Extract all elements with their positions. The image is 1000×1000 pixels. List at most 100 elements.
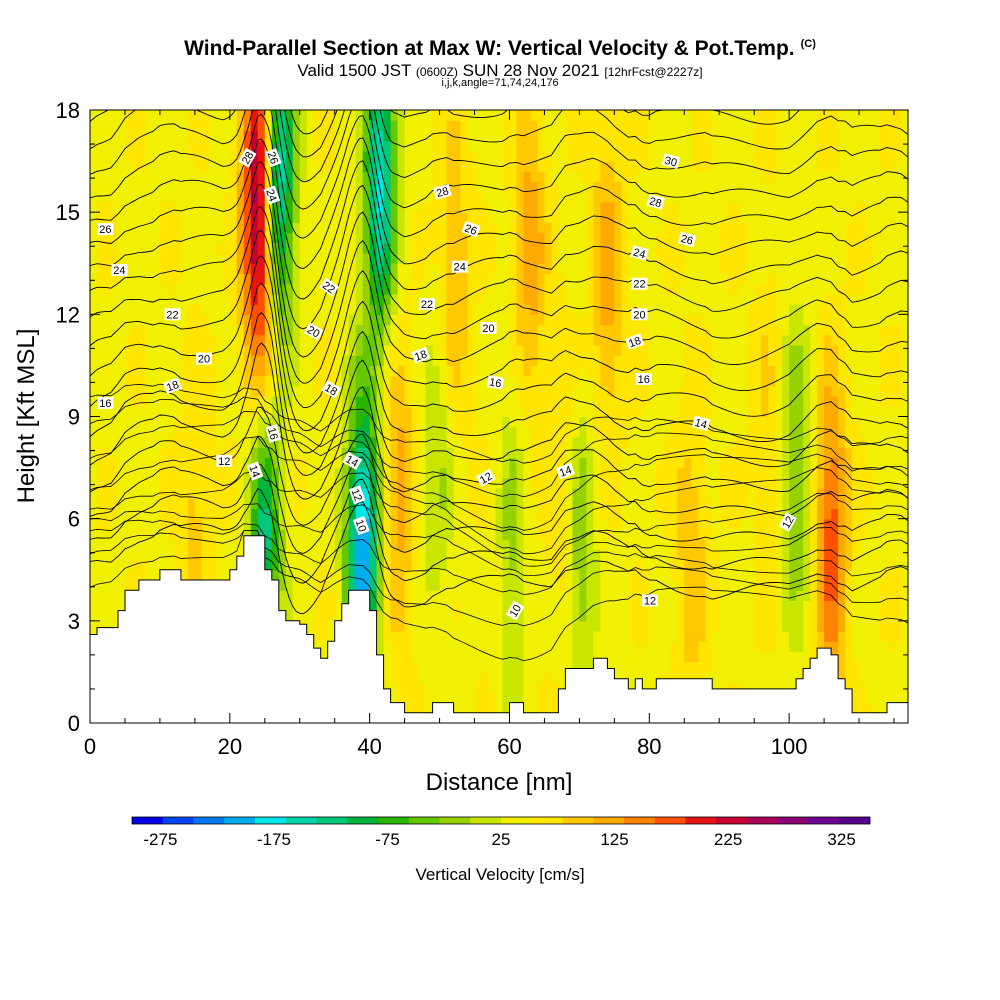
velocity-cell <box>642 518 650 530</box>
velocity-cell <box>306 222 315 234</box>
velocity-cell <box>614 631 622 642</box>
velocity-cell <box>110 253 119 264</box>
velocity-cell <box>600 508 608 520</box>
velocity-cell <box>131 579 140 591</box>
velocity-cell <box>411 518 420 530</box>
velocity-cell <box>390 171 399 183</box>
velocity-cell <box>495 467 504 479</box>
velocity-cell <box>404 692 413 704</box>
velocity-cell <box>145 212 154 223</box>
velocity-cell <box>565 242 574 254</box>
velocity-cell <box>586 191 594 203</box>
velocity-cell <box>551 590 560 601</box>
velocity-cell <box>418 631 427 642</box>
velocity-cell <box>201 171 210 183</box>
velocity-cell <box>103 436 112 448</box>
velocity-cell <box>404 406 413 418</box>
velocity-cell <box>467 498 476 510</box>
velocity-cell <box>432 110 441 121</box>
velocity-cell <box>110 161 119 172</box>
velocity-cell <box>488 406 497 418</box>
velocity-cell <box>96 610 105 622</box>
velocity-cell <box>292 467 301 479</box>
velocity-cell <box>306 304 315 315</box>
velocity-cell <box>173 498 182 510</box>
velocity-cell <box>215 201 224 213</box>
velocity-cell <box>313 344 322 356</box>
velocity-cell <box>460 426 469 438</box>
velocity-cell <box>446 140 455 152</box>
velocity-cell <box>628 161 636 172</box>
velocity-cell <box>502 477 511 489</box>
velocity-cell <box>313 539 322 550</box>
velocity-cell <box>299 549 308 561</box>
velocity-cell <box>348 110 357 121</box>
velocity-cell <box>649 436 657 448</box>
velocity-cell <box>411 212 420 223</box>
velocity-cell <box>467 447 476 458</box>
velocity-cell <box>635 436 643 448</box>
velocity-cell <box>621 600 629 612</box>
velocity-cell <box>285 610 294 622</box>
velocity-cell <box>383 539 392 550</box>
velocity-cell <box>292 130 301 142</box>
velocity-cell <box>110 579 119 591</box>
velocity-cell <box>376 518 385 530</box>
velocity-cell <box>586 488 594 499</box>
velocity-cell <box>145 334 154 346</box>
velocity-cell <box>460 590 469 601</box>
velocity-cell <box>628 610 636 622</box>
velocity-cell <box>474 140 483 152</box>
velocity-cell <box>124 467 133 479</box>
velocity-cell <box>460 488 469 499</box>
velocity-cell <box>215 212 224 223</box>
velocity-cell <box>425 120 434 132</box>
velocity-cell <box>222 304 231 315</box>
velocity-cell <box>628 130 636 142</box>
velocity-cell <box>530 467 539 479</box>
velocity-cell <box>278 191 287 203</box>
velocity-cell <box>439 498 448 510</box>
velocity-cell <box>614 334 622 346</box>
velocity-cell <box>166 344 175 356</box>
velocity-cell <box>586 508 594 520</box>
velocity-cell <box>103 416 112 428</box>
velocity-cell <box>110 406 119 418</box>
velocity-cell <box>467 263 476 275</box>
velocity-cell <box>376 610 385 622</box>
velocity-cell <box>257 365 266 377</box>
velocity-cell <box>579 559 587 571</box>
velocity-cell <box>488 579 497 591</box>
velocity-cell <box>551 569 560 581</box>
velocity-cell <box>159 457 168 469</box>
velocity-cell <box>439 641 448 653</box>
velocity-cell <box>432 120 441 132</box>
velocity-cell <box>383 273 392 285</box>
velocity-cell <box>236 273 245 285</box>
velocity-cell <box>446 498 455 510</box>
velocity-cell <box>278 467 287 479</box>
velocity-cell <box>383 110 392 121</box>
velocity-cell <box>90 110 98 121</box>
velocity-cell <box>551 293 560 305</box>
velocity-cell <box>572 651 580 663</box>
velocity-cell <box>579 222 587 234</box>
velocity-cell <box>481 161 490 172</box>
velocity-cell <box>481 590 490 601</box>
velocity-cell <box>243 263 252 275</box>
velocity-cell <box>446 120 455 132</box>
velocity-cell <box>110 314 119 326</box>
velocity-cell <box>222 344 231 356</box>
velocity-cell <box>341 161 350 172</box>
velocity-cell <box>152 120 161 132</box>
velocity-cell <box>90 344 98 356</box>
velocity-cell <box>145 191 154 203</box>
velocity-cell <box>348 447 357 458</box>
velocity-cell <box>306 488 315 499</box>
velocity-cell <box>579 641 587 653</box>
velocity-cell <box>397 518 406 530</box>
velocity-cell <box>537 201 546 213</box>
velocity-cell <box>635 641 643 653</box>
velocity-cell <box>229 385 238 397</box>
velocity-cell <box>243 283 252 295</box>
